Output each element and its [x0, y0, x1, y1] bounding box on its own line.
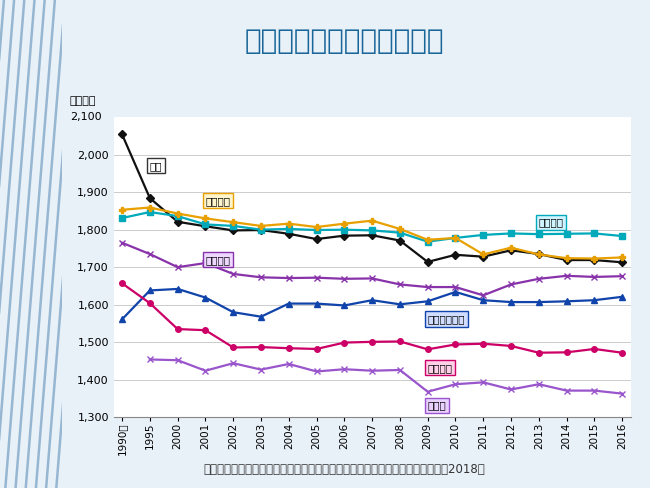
Text: （時間）: （時間）: [70, 96, 96, 105]
Text: アメリカ: アメリカ: [539, 217, 564, 227]
Text: ドイツ: ドイツ: [428, 400, 447, 410]
Text: 日本: 日本: [150, 161, 162, 171]
Text: イギリス: イギリス: [205, 255, 231, 264]
Text: 資料出所：独立行政法人労働政策研究・研修機構「データブック国際労働比較2018」: 資料出所：独立行政法人労働政策研究・研修機構「データブック国際労働比較2018」: [203, 463, 486, 476]
Text: 各国の総実労働時間の推移: 各国の総実労働時間の推移: [245, 27, 444, 56]
Text: 2,100: 2,100: [70, 112, 101, 122]
Text: フランス: フランス: [428, 363, 452, 373]
Text: イタリア: イタリア: [205, 196, 231, 206]
Text: スウェーデン: スウェーデン: [428, 314, 465, 324]
